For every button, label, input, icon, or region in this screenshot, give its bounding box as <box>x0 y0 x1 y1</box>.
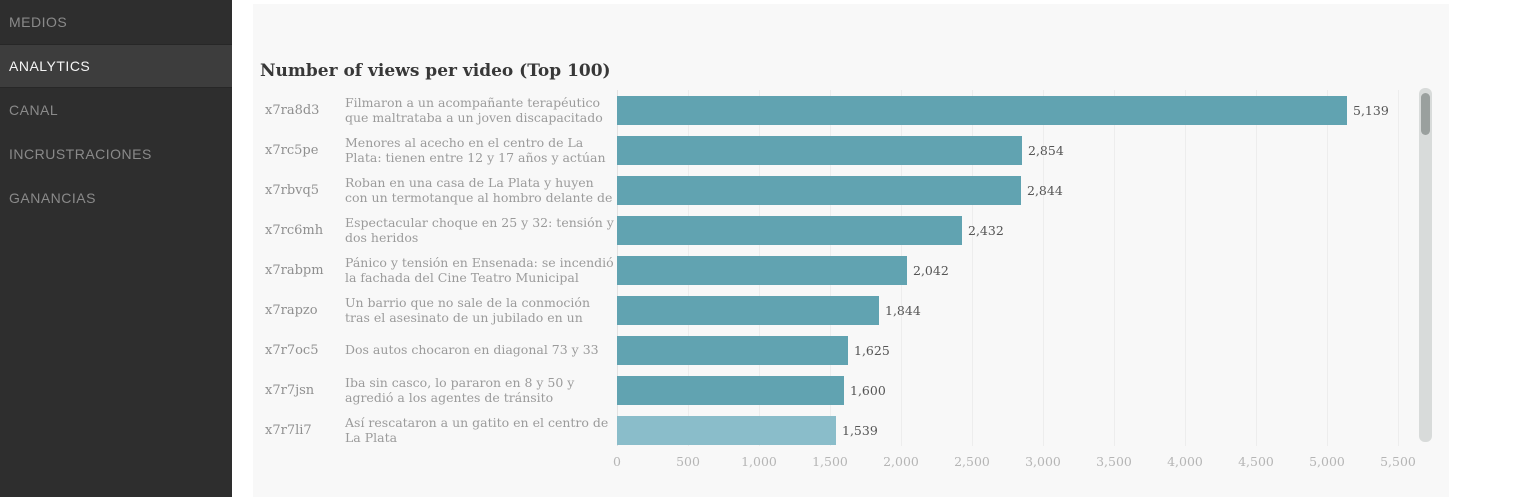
video-title: Pánico y tensión en Ensenada: se incendi… <box>345 250 617 290</box>
x-tick-label: 2,500 <box>954 454 990 469</box>
views-bar[interactable] <box>617 136 1022 165</box>
video-title: Dos autos chocaron en diagonal 73 y 33 <box>345 330 617 370</box>
x-tick-label: 1,500 <box>812 454 848 469</box>
gridline-2,500 <box>972 90 973 446</box>
views-value: 5,139 <box>1353 102 1389 118</box>
table-row: x7r7oc5 Dos autos chocaron en diagonal 73… <box>253 330 1449 370</box>
video-title-text: Menores al acecho en el centro de La Pla… <box>345 134 606 166</box>
gridline-3,500 <box>1114 90 1115 446</box>
video-id: x7r7oc5 <box>265 342 319 358</box>
views-bar[interactable] <box>617 256 907 285</box>
video-title: Un barrio que no sale de la conmoción tr… <box>345 290 617 330</box>
views-bar[interactable] <box>617 296 879 325</box>
analytics-panel: Number of views per video (Top 100) x7ra… <box>253 4 1449 497</box>
views-value: 2,854 <box>1028 142 1064 158</box>
gridline-5,500 <box>1398 90 1399 446</box>
x-tick-label: 500 <box>676 454 700 469</box>
video-title-text: Iba sin casco, lo pararon en 8 y 50 y ag… <box>345 374 575 406</box>
sidebar-item-canal[interactable]: CANAL <box>9 102 59 118</box>
gridline-4,500 <box>1256 90 1257 446</box>
video-title-text: Dos autos chocaron en diagonal 73 y 33 <box>345 342 599 358</box>
video-title: Filmaron a un acompañante terapéutico qu… <box>345 90 617 130</box>
views-value: 1,539 <box>842 422 878 438</box>
x-tick-label: 5,000 <box>1309 454 1345 469</box>
table-row: x7rabpm Pánico y tensión en Ensenada: se … <box>253 250 1449 290</box>
x-tick-label: 4,500 <box>1238 454 1274 469</box>
video-id: x7rc6mh <box>265 222 324 238</box>
views-bar[interactable] <box>617 96 1347 125</box>
x-tick-label: 3,000 <box>1025 454 1061 469</box>
views-value: 1,844 <box>885 302 921 318</box>
sidebar-item-medios[interactable]: MEDIOS <box>9 14 68 30</box>
views-value: 2,042 <box>913 262 949 278</box>
views-value: 2,432 <box>968 222 1004 238</box>
table-row: x7r7li7 Así rescataron a un gatito en el … <box>253 410 1449 450</box>
views-bar[interactable] <box>617 336 848 365</box>
x-tick-label: 5,500 <box>1380 454 1416 469</box>
sidebar: MEDIOS ANALYTICS CANAL INCRUSTRACIONES GANAN… <box>0 0 232 497</box>
sidebar-item-ganancias[interactable]: GANANCIAS <box>9 190 96 206</box>
video-id: x7r7li7 <box>265 422 312 438</box>
views-value: 1,600 <box>850 382 886 398</box>
table-row: x7rbvq5 Roban en una casa de La Plata y h… <box>253 170 1449 210</box>
table-row: x7rapzo Un barrio que no sale de la conmo… <box>253 290 1449 330</box>
video-id: x7rbvq5 <box>265 182 320 198</box>
video-id: x7rapzo <box>265 302 318 318</box>
x-tick-label: 0 <box>613 454 621 469</box>
video-title-text: Así rescataron a un gatito en el centro … <box>345 414 609 446</box>
sidebar-item-incrustraciones[interactable]: INCRUSTRACIONES <box>9 146 152 162</box>
views-bar[interactable] <box>617 176 1021 205</box>
video-title: Así rescataron a un gatito en el centro … <box>345 410 617 450</box>
video-title: Espectacular choque en 25 y 32: tensión … <box>345 210 617 250</box>
chart-title: Number of views per video (Top 100) <box>260 61 611 81</box>
video-id: x7rc5pe <box>265 142 319 158</box>
x-tick-label: 4,000 <box>1167 454 1203 469</box>
table-row: x7rc6mh Espectacular choque en 25 y 32: t… <box>253 210 1449 250</box>
views-value: 1,625 <box>854 342 890 358</box>
video-title: Iba sin casco, lo pararon en 8 y 50 y ag… <box>345 370 617 410</box>
video-title-text: Roban en una casa de La Plata y huyen co… <box>345 174 613 206</box>
video-title-text: Pánico y tensión en Ensenada: se incendi… <box>345 254 614 286</box>
video-id: x7rabpm <box>265 262 324 278</box>
video-title-text: Espectacular choque en 25 y 32: tensión … <box>345 214 614 246</box>
chart-scrollbar[interactable] <box>1419 88 1432 442</box>
video-title: Roban en una casa de La Plata y huyen co… <box>345 170 617 210</box>
gridline-3,000 <box>1043 90 1044 446</box>
sidebar-item-analytics[interactable]: ANALYTICS <box>0 44 232 88</box>
views-bar[interactable] <box>617 376 844 405</box>
gridline-5,000 <box>1327 90 1328 446</box>
table-row: x7ra8d3 Filmaron a un acompañante terapéu… <box>253 90 1449 130</box>
video-title-text: Filmaron a un acompañante terapéutico qu… <box>345 94 603 126</box>
x-tick-label: 2,000 <box>883 454 919 469</box>
scrollbar-thumb[interactable] <box>1421 93 1430 135</box>
video-title-text: Un barrio que no sale de la conmoción tr… <box>345 294 590 326</box>
table-row: x7rc5pe Menores al acecho en el centro de… <box>253 130 1449 170</box>
x-tick-label: 1,000 <box>741 454 777 469</box>
video-id: x7r7jsn <box>265 382 315 398</box>
x-tick-label: 3,500 <box>1096 454 1132 469</box>
views-value: 2,844 <box>1027 182 1063 198</box>
views-bar[interactable] <box>617 416 836 445</box>
video-id: x7ra8d3 <box>265 102 320 118</box>
table-row: x7r7jsn Iba sin casco, lo pararon en 8 y … <box>253 370 1449 410</box>
gridline-4,000 <box>1185 90 1186 446</box>
views-bar[interactable] <box>617 216 962 245</box>
video-title: Menores al acecho en el centro de La Pla… <box>345 130 617 170</box>
